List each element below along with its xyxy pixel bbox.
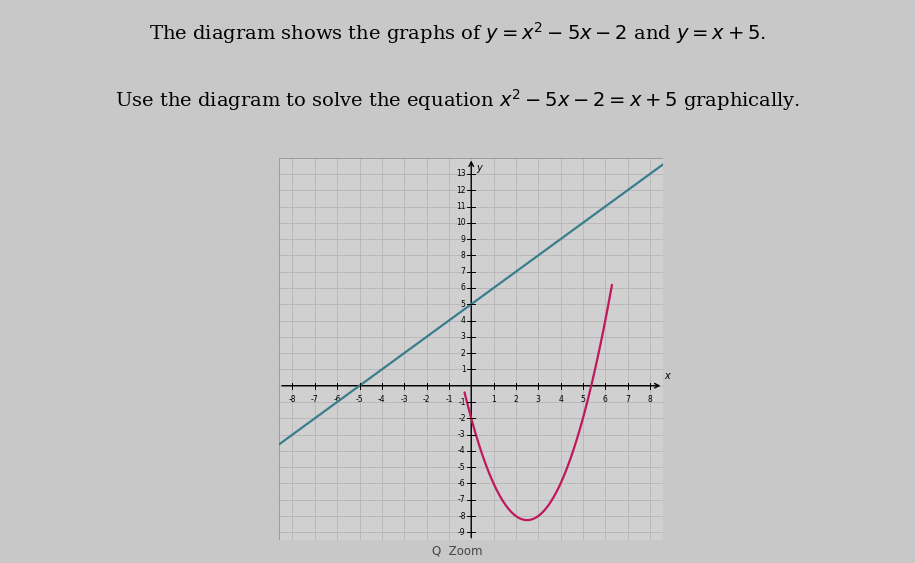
Text: 3: 3 bbox=[536, 395, 541, 404]
Text: -2: -2 bbox=[423, 395, 430, 404]
Text: -2: -2 bbox=[458, 414, 466, 423]
Text: 8: 8 bbox=[461, 251, 466, 260]
Text: 9: 9 bbox=[461, 235, 466, 244]
Text: 5: 5 bbox=[580, 395, 586, 404]
Text: -8: -8 bbox=[458, 512, 466, 521]
Text: 4: 4 bbox=[558, 395, 563, 404]
Text: 2: 2 bbox=[461, 348, 466, 358]
Text: 2: 2 bbox=[513, 395, 518, 404]
Text: 3: 3 bbox=[461, 332, 466, 341]
Text: The diagram shows the graphs of $y = x^2 - 5x - 2$ and $y = x + 5$.: The diagram shows the graphs of $y = x^2… bbox=[149, 20, 766, 46]
Text: 13: 13 bbox=[456, 169, 466, 178]
Text: $x$: $x$ bbox=[664, 371, 673, 381]
Text: -3: -3 bbox=[401, 395, 408, 404]
Text: 10: 10 bbox=[456, 218, 466, 227]
Text: -1: -1 bbox=[458, 397, 466, 406]
Text: 11: 11 bbox=[457, 202, 466, 211]
Text: -6: -6 bbox=[333, 395, 341, 404]
Text: -6: -6 bbox=[458, 479, 466, 488]
Text: -4: -4 bbox=[458, 446, 466, 455]
Text: -7: -7 bbox=[311, 395, 318, 404]
Text: Q  Zoom: Q Zoom bbox=[432, 544, 483, 557]
Text: 4: 4 bbox=[461, 316, 466, 325]
Text: 8: 8 bbox=[648, 395, 652, 404]
Text: -4: -4 bbox=[378, 395, 385, 404]
Text: -5: -5 bbox=[356, 395, 363, 404]
Text: 7: 7 bbox=[625, 395, 630, 404]
Text: -1: -1 bbox=[445, 395, 453, 404]
Text: 7: 7 bbox=[461, 267, 466, 276]
Text: $y$: $y$ bbox=[476, 163, 484, 175]
Text: -9: -9 bbox=[458, 528, 466, 537]
Text: -8: -8 bbox=[289, 395, 296, 404]
Text: 6: 6 bbox=[461, 283, 466, 292]
Text: -7: -7 bbox=[458, 495, 466, 504]
Text: 6: 6 bbox=[603, 395, 608, 404]
Text: 1: 1 bbox=[461, 365, 466, 374]
Text: -3: -3 bbox=[458, 430, 466, 439]
Text: 1: 1 bbox=[491, 395, 496, 404]
Text: 5: 5 bbox=[461, 300, 466, 309]
Text: Use the diagram to solve the equation $x^2 - 5x - 2 = x + 5$ graphically.: Use the diagram to solve the equation $x… bbox=[115, 87, 800, 113]
Text: 12: 12 bbox=[457, 186, 466, 195]
Text: -5: -5 bbox=[458, 463, 466, 472]
